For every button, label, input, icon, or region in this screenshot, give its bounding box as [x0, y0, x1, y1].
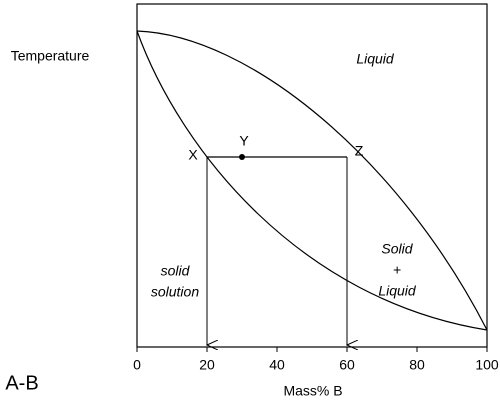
x-tick-label: 60	[339, 357, 355, 373]
solidus-curve	[136, 30, 488, 331]
x-tick-label: 0	[133, 357, 141, 373]
point-y	[239, 154, 245, 160]
x-tick-label: 100	[475, 357, 499, 373]
point-label: Y	[239, 133, 249, 149]
region-label: +	[393, 262, 401, 278]
x-tick-label: 20	[199, 357, 215, 373]
region-label: Liquid	[378, 283, 417, 299]
system-label: A-B	[5, 372, 38, 394]
liquidus-curve	[136, 30, 488, 331]
y-axis-label: Temperature	[11, 48, 90, 64]
x-tick-label: 40	[269, 357, 285, 373]
region-label: solid	[161, 263, 191, 279]
region-label: solution	[151, 284, 199, 300]
point-label: Z	[355, 143, 364, 159]
region-label: Solid	[381, 241, 413, 257]
x-tick-label: 80	[409, 357, 425, 373]
point-label: X	[188, 147, 198, 163]
x-axis-label: Mass% B	[283, 383, 342, 399]
region-label: Liquid	[356, 51, 395, 67]
plot-frame	[136, 3, 488, 348]
